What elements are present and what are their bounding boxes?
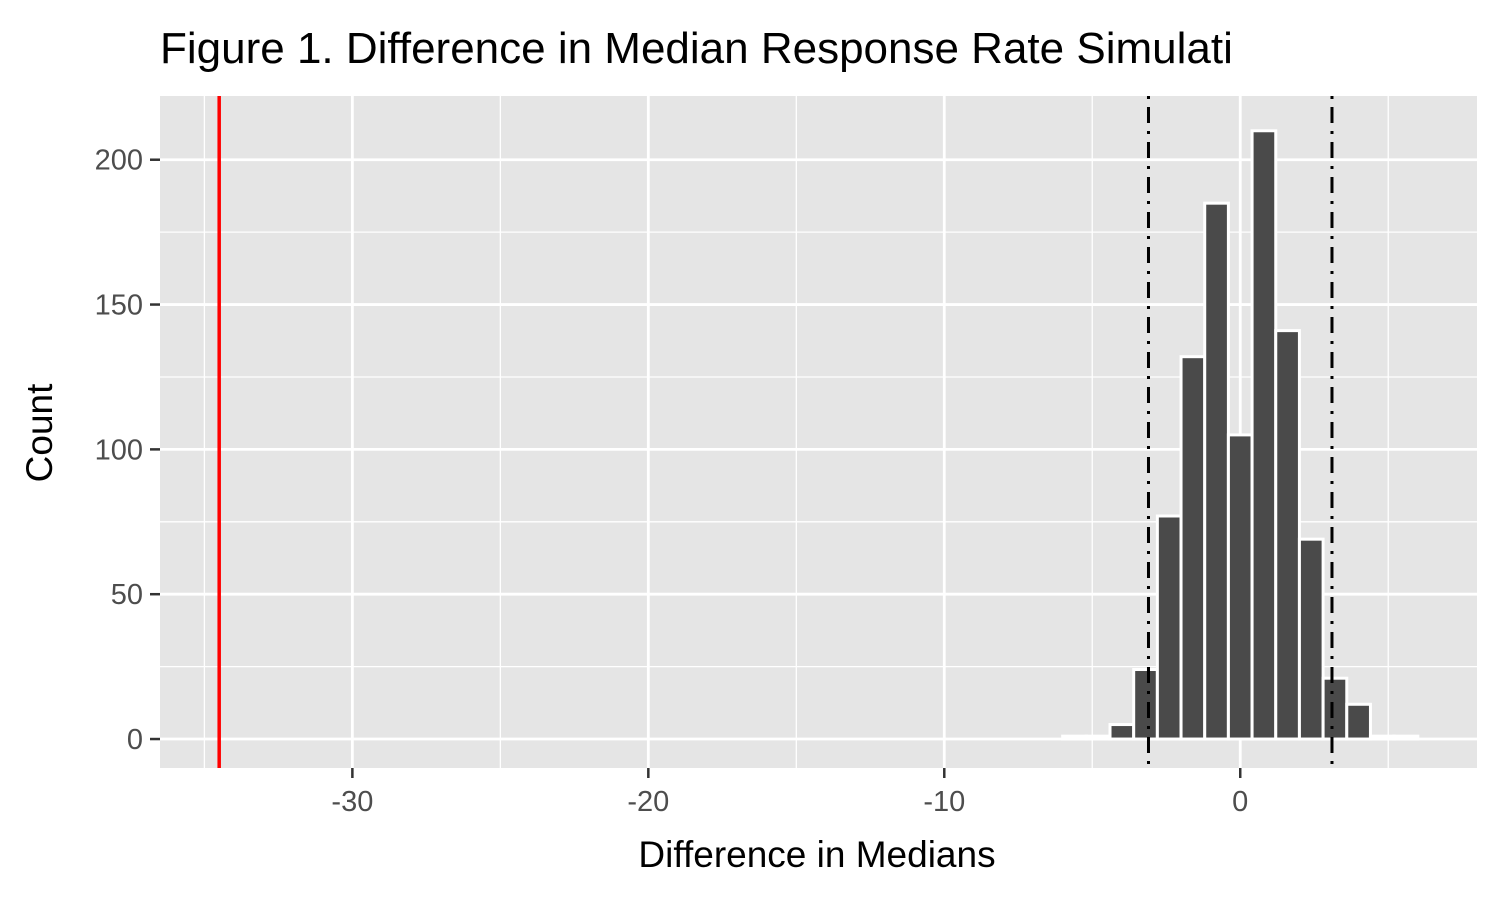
y-tick-label: 50 [111, 579, 143, 611]
major-gridlines [160, 96, 1477, 768]
histogram-bar [1132, 668, 1159, 741]
x-tick-label: -20 [627, 786, 669, 818]
histogram-bar [1392, 734, 1420, 741]
histogram-bar [1061, 734, 1088, 741]
histogram-bar [1345, 702, 1372, 741]
histogram-bars [1061, 129, 1420, 741]
reference-lines [217, 96, 1334, 768]
y-tick-label: 150 [95, 290, 143, 322]
histogram-bar [1274, 329, 1301, 741]
histogram-bar [1226, 433, 1254, 741]
y-tick-label: 100 [95, 434, 143, 466]
y-tick-label: 200 [95, 145, 143, 177]
histogram-bar [1155, 514, 1183, 741]
y-axis-title: Count [19, 383, 60, 482]
histogram-bar [1179, 355, 1207, 741]
x-tick-label: 0 [1232, 786, 1248, 818]
histogram-bar [1321, 676, 1349, 741]
histogram-bar [1084, 734, 1112, 741]
histogram-bar [1108, 723, 1136, 741]
y-tick-label: 0 [127, 724, 143, 756]
histogram-bar [1368, 734, 1396, 741]
chart-title: Figure 1. Difference in Median Response … [160, 24, 1233, 73]
histogram-bar [1203, 201, 1230, 741]
x-tick-label: -10 [923, 786, 965, 818]
histogram-bar [1250, 129, 1278, 741]
x-axis: -30 -20 -10 0 [331, 768, 1248, 818]
y-axis: 0 50 100 150 200 [95, 145, 160, 756]
x-tick-label: -30 [331, 786, 373, 818]
histogram-bar [1297, 537, 1325, 741]
x-axis-title: Difference in Medians [638, 834, 995, 875]
